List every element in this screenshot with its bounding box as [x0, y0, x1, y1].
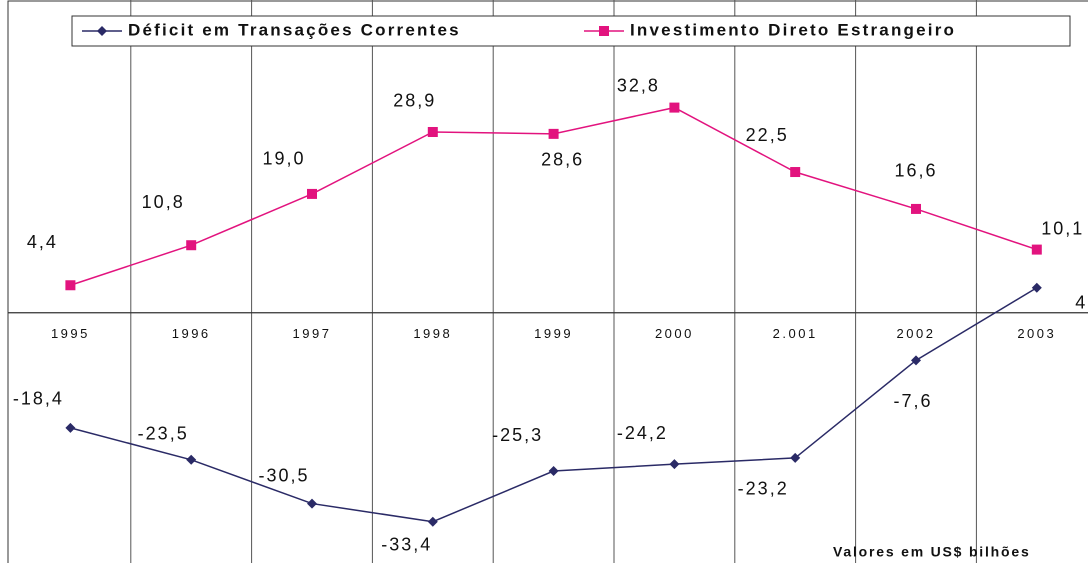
value-label: 32,8	[617, 75, 660, 95]
value-label: -23,5	[138, 424, 189, 444]
x-tick-label: 1995	[51, 326, 90, 341]
value-label: -30,5	[258, 465, 309, 485]
value-label: 10,8	[142, 192, 185, 212]
marks: -18,4 -23,5 -30,5 -33,4 -25,3 -24,2 -23,2 -7,6 4…	[13, 75, 1088, 554]
x-tick-label: 1999	[534, 326, 573, 341]
x-tick-label: 1997	[293, 326, 332, 341]
value-label: 22,5	[746, 125, 789, 145]
value-label: -33,4	[381, 534, 432, 554]
grid	[8, 0, 1088, 563]
value-label: -24,2	[617, 423, 668, 443]
legend-marker	[599, 26, 609, 36]
legend-label: Investimento Direto Estrangeiro	[630, 20, 956, 39]
value-label: -25,3	[492, 425, 543, 445]
point-marker	[911, 355, 921, 366]
value-label: -18,4	[13, 389, 64, 409]
value-label: -7,6	[893, 391, 932, 411]
point-marker	[1031, 244, 1042, 255]
legend-label: Déficit em Transações Correntes	[128, 20, 461, 39]
point-marker	[790, 167, 801, 178]
x-tick-label: 2.001	[773, 326, 818, 341]
point-marker	[548, 466, 559, 477]
value-label: 4,4	[27, 232, 58, 252]
legend-box	[71, 15, 1071, 47]
point-marker	[1031, 282, 1042, 293]
point-marker	[790, 452, 801, 463]
value-label: 10,1	[1041, 218, 1084, 238]
value-label: 28,9	[393, 91, 436, 111]
x-tick-label: 1996	[172, 326, 211, 341]
point-marker	[427, 516, 438, 527]
point-marker	[307, 498, 317, 509]
point-marker	[307, 188, 317, 199]
point-marker	[548, 128, 559, 139]
x-tick-label: 2000	[655, 326, 694, 341]
point-marker	[427, 126, 438, 137]
point-marker	[65, 280, 76, 291]
value-label: 16,6	[894, 161, 937, 181]
x-tick-label: 2002	[897, 326, 936, 341]
plot-border	[7, 0, 1088, 563]
value-label: 28,6	[541, 150, 584, 170]
series-line	[70, 287, 1038, 523]
x-tick-label: 2003	[1017, 326, 1056, 341]
value-label: -23,2	[738, 479, 789, 499]
x-tick-label: 1998	[413, 326, 452, 341]
value-label: 4,0	[1075, 293, 1088, 313]
annotation: Valores em US$ bilhões	[833, 544, 1031, 560]
point-marker	[911, 203, 921, 214]
point-marker	[186, 454, 197, 465]
legend-marker	[97, 26, 107, 36]
point-marker	[669, 102, 680, 113]
value-label: 19,0	[262, 149, 305, 169]
point-marker	[669, 459, 680, 470]
point-marker	[186, 240, 197, 251]
point-marker	[65, 422, 76, 433]
